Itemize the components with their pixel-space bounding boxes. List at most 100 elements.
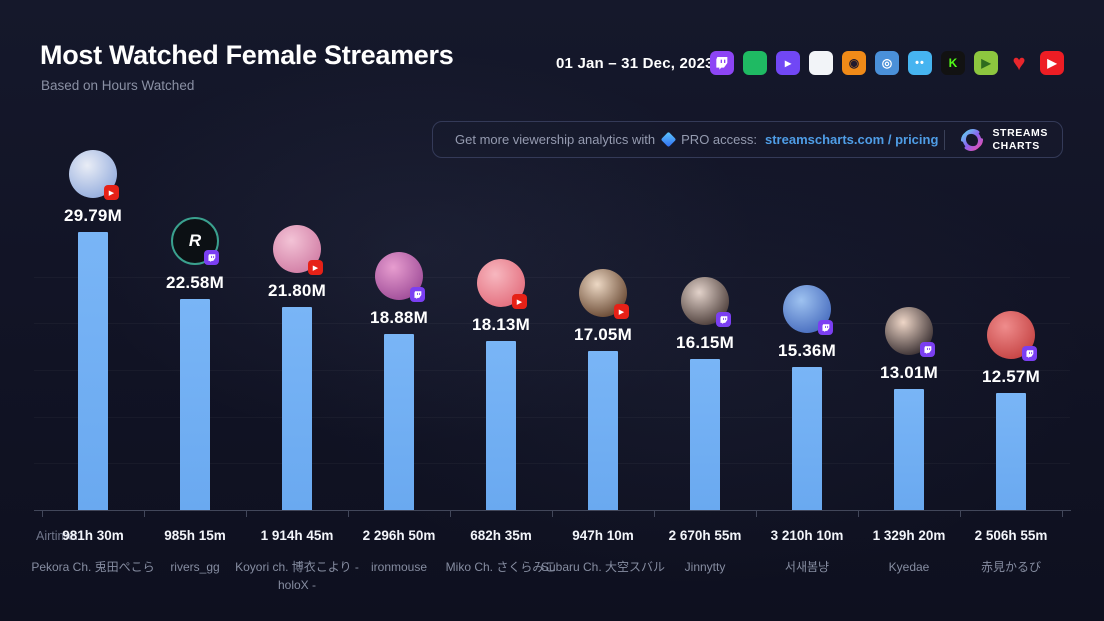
twitch-icon <box>710 51 734 75</box>
axis-tick <box>450 511 451 517</box>
hours-watched-value: 16.15M <box>676 333 734 352</box>
streamer-name: 赤見かるび <box>980 560 1041 574</box>
streamscharts-pricing-link[interactable]: streamscharts.com / pricing <box>765 132 939 147</box>
streamer-avatar: R <box>171 217 219 265</box>
youtube-badge-icon: ▶ <box>512 294 527 309</box>
streamer-column: 16.15M <box>654 277 756 510</box>
streamer-avatar: ▶ <box>69 150 119 200</box>
streamer-name: ironmouse <box>370 560 428 574</box>
streams-charts-logo-icon <box>961 128 984 151</box>
bar <box>996 393 1026 510</box>
airtime-value: 1 329h 20m <box>872 528 946 543</box>
streamer-avatar: ▶ <box>477 259 527 309</box>
youtube-badge-icon: ▶ <box>308 260 323 275</box>
axis-tick <box>42 511 43 517</box>
streamer-column: ▶ 29.79M <box>42 150 144 510</box>
streams-charts-brand: STREAMS CHARTS <box>959 127 1048 153</box>
bar <box>384 334 414 510</box>
streamer-column: 18.88M <box>348 252 450 510</box>
twitch-badge-icon <box>920 342 935 357</box>
streamer-name: Subaru Ch. 大空スバル <box>540 560 666 574</box>
streamer-avatar <box>783 285 833 335</box>
date-range: 01 Jan – 31 Dec, 2023 <box>556 55 714 72</box>
streamer-avatar: ▶ <box>579 269 629 319</box>
streamer-avatar <box>375 252 425 302</box>
twitch-badge-icon <box>204 250 219 265</box>
bar <box>180 299 210 510</box>
streamer-name: Kyedae <box>888 560 930 574</box>
banner-pro-text: PRO access: <box>681 132 757 147</box>
youtube-icon: ▶ <box>1040 51 1064 75</box>
streamer-name: Jinnytty <box>684 560 726 574</box>
streamer-avatar: ▶ <box>273 225 323 275</box>
bar <box>486 341 516 510</box>
hours-watched-value: 15.36M <box>778 341 836 360</box>
youtube-badge-icon: ▶ <box>614 304 629 319</box>
axis-tick <box>858 511 859 517</box>
bar <box>78 232 108 510</box>
page-title: Most Watched Female Streamers <box>40 40 454 70</box>
streamer-name: Koyori ch. 博衣こより - holoX - <box>235 560 359 592</box>
banner-text-prefix: Get more viewership analytics with <box>455 132 656 147</box>
streamer-column: ▶ 18.13M <box>450 259 552 510</box>
hours-watched-value: 21.80M <box>268 281 326 300</box>
airtime-value: 2 296h 50m <box>362 528 436 543</box>
hours-watched-value: 18.13M <box>472 315 530 334</box>
hours-watched-value: 22.58M <box>166 273 224 292</box>
streamer-avatar <box>681 277 731 327</box>
bar <box>588 351 618 510</box>
hours-watched-value: 13.01M <box>880 363 938 382</box>
bar <box>894 389 924 510</box>
airtime-value: 2 506h 55m <box>974 528 1048 543</box>
pro-promo-banner: Get more viewership analytics with PRO a… <box>432 121 1063 158</box>
hours-watched-value: 18.88M <box>370 308 428 327</box>
airtime-value: 981h 30m <box>62 528 124 543</box>
streamer-avatar <box>885 307 935 357</box>
axis-tick <box>756 511 757 517</box>
hours-watched-value: 12.57M <box>982 367 1040 386</box>
axis-tick <box>1062 511 1063 517</box>
twitch-badge-icon <box>716 312 731 327</box>
axis-tick <box>960 511 961 517</box>
platform-icons-row: ▸ ◉ ◎ •• K ▶ ♥ ▶ <box>710 51 1064 75</box>
bar <box>792 367 822 510</box>
bar <box>690 359 720 510</box>
airtime-value: 2 670h 55m <box>668 528 742 543</box>
streamer-name: Miko Ch. さくらみこ <box>445 560 557 574</box>
streamer-column: ▶ 21.80M <box>246 225 348 510</box>
vk-play-icon: ▸ <box>776 51 800 75</box>
banner-text: Get more viewership analytics with PRO a… <box>455 131 939 148</box>
streams-charts-wordmark: STREAMS CHARTS <box>992 127 1048 152</box>
page-subtitle: Based on Hours Watched <box>41 78 195 93</box>
airtime-value: 682h 35m <box>470 528 532 543</box>
axis-tick <box>144 511 145 517</box>
hours-watched-value: 17.05M <box>574 325 632 344</box>
airtime-value: 985h 15m <box>164 528 226 543</box>
bar-chart: ▶ 29.79M R 22.58M ▶ 21.80M 18.88M ▶ 18.13M ▶ 17.05… <box>42 0 1062 510</box>
huya-icon: ◉ <box>842 51 866 75</box>
banner-divider <box>944 129 946 150</box>
streamer-column: ▶ 17.05M <box>552 269 654 510</box>
axis-tick <box>552 511 553 517</box>
axis-tick <box>348 511 349 517</box>
axis-line <box>34 510 1071 511</box>
youtube-badge-icon: ▶ <box>104 185 119 200</box>
streamer-name: Pekora Ch. 兎田ぺこら <box>31 560 155 574</box>
bar <box>282 307 312 510</box>
twitch-badge-icon <box>1022 346 1037 361</box>
douyu-icon: ◎ <box>875 51 899 75</box>
streamer-column: 15.36M <box>756 285 858 510</box>
airtime-value: 1 914h 45m <box>260 528 334 543</box>
mildom-icon: •• <box>908 51 932 75</box>
airtime-row-label: Airtime: <box>36 529 79 543</box>
streamer-name: 서새봄냥 <box>784 560 830 574</box>
twitch-badge-icon <box>818 320 833 335</box>
kick-icon: K <box>941 51 965 75</box>
airtime-value: 947h 10m <box>572 528 634 543</box>
streamer-column: R 22.58M <box>144 217 246 510</box>
heart-live-icon: ♥ <box>1012 50 1026 75</box>
streamer-avatar <box>987 311 1037 361</box>
hours-watched-value: 29.79M <box>64 206 122 225</box>
axis-tick <box>654 511 655 517</box>
trovo-icon <box>743 51 767 75</box>
